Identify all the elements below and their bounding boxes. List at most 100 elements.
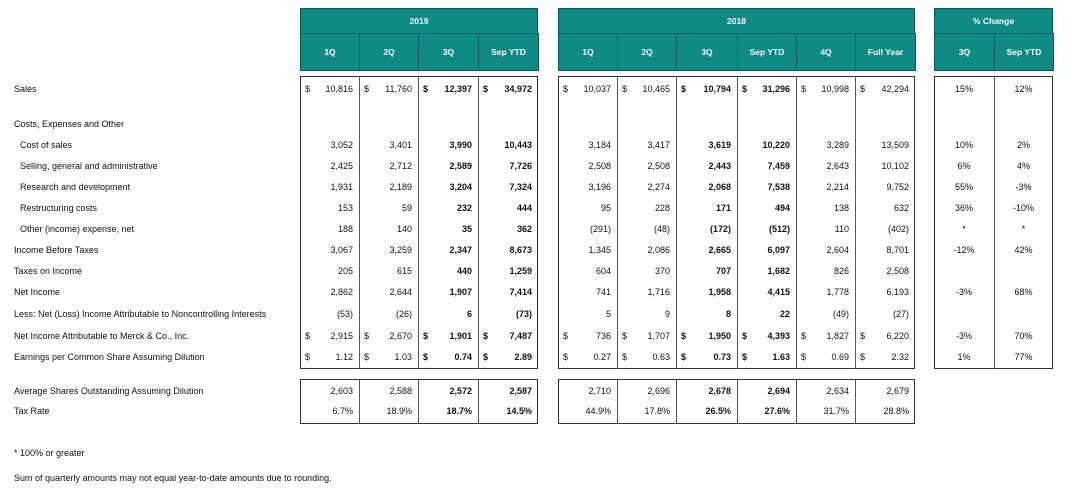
cell-value: 7,324 <box>509 182 532 192</box>
summary-box <box>300 379 538 424</box>
cell-value: 3,196 <box>588 182 611 192</box>
cell-value: 1,907 <box>449 287 472 297</box>
column-divider <box>676 379 677 424</box>
currency-symbol: $ <box>742 331 748 341</box>
cell-value: 0.74 <box>454 352 472 362</box>
cell-value: 17.8% <box>644 406 670 416</box>
cell-value: 2,589 <box>449 161 472 171</box>
cell-value: 615 <box>396 266 412 276</box>
row-label: Cost of sales <box>20 140 73 150</box>
cell-value: 2,862 <box>330 287 353 297</box>
column-divider <box>855 76 856 369</box>
cell-value: 110 <box>834 224 849 234</box>
currency-symbol: $ <box>305 84 311 94</box>
row-label: Tax Rate <box>14 406 50 416</box>
cell-value: 6% <box>957 161 971 171</box>
footnote: Sum of quarterly amounts may not equal y… <box>14 473 332 483</box>
cell-value: 18.7% <box>446 406 472 416</box>
cell-value: 6,220 <box>886 331 909 341</box>
currency-symbol: $ <box>742 352 748 362</box>
cell-value: 2.89 <box>514 352 532 362</box>
cell-value: -3% <box>1015 182 1032 192</box>
currency-symbol: $ <box>305 331 311 341</box>
column-divider <box>418 379 419 424</box>
cell-value: 138 <box>833 203 849 213</box>
cell-value: 7,487 <box>509 331 532 341</box>
cell-value: 8 <box>725 309 731 319</box>
cell-value: 2,274 <box>647 182 670 192</box>
table-box <box>934 76 1053 369</box>
cell-value: 10,465 <box>642 84 670 94</box>
currency-symbol: $ <box>423 331 429 341</box>
cell-value: 2,068 <box>708 182 731 192</box>
column-divider <box>737 379 738 424</box>
cell-value: 34,972 <box>504 84 532 94</box>
column-header: 3Q <box>676 33 738 71</box>
cell-value: 153 <box>337 203 353 213</box>
cell-value: 370 <box>654 266 670 276</box>
cell-value: 1.12 <box>335 352 353 362</box>
currency-symbol: $ <box>364 84 370 94</box>
cell-value: 10,037 <box>583 84 611 94</box>
cell-value: -10% <box>1012 203 1034 213</box>
cell-value: (512) <box>768 224 790 234</box>
cell-value: 12,397 <box>444 84 472 94</box>
cell-value: 7,459 <box>767 161 790 171</box>
cell-value: 10,443 <box>504 140 532 150</box>
currency-symbol: $ <box>364 331 370 341</box>
cell-value: (53) <box>336 309 353 319</box>
cell-value: 6,193 <box>886 287 909 297</box>
table-box <box>300 76 538 369</box>
cell-value: 2,086 <box>647 245 670 255</box>
cell-value: 3,184 <box>588 140 611 150</box>
cell-value: 42,294 <box>881 84 909 94</box>
footnote: * 100% or greater <box>14 448 85 458</box>
currency-symbol: $ <box>860 331 866 341</box>
currency-symbol: $ <box>364 352 370 362</box>
cell-value: 3,417 <box>647 140 670 150</box>
row-label: Net Income <box>14 287 61 297</box>
group-header: 2019 <box>300 8 538 34</box>
column-divider <box>359 379 360 424</box>
cell-value: 6,097 <box>767 245 790 255</box>
row-label: Taxes on Income <box>14 266 83 276</box>
cell-value: 826 <box>833 266 849 276</box>
currency-symbol: $ <box>563 352 569 362</box>
cell-value: -12% <box>953 245 975 255</box>
cell-value: 140 <box>396 224 412 234</box>
cell-value: 2,643 <box>826 161 849 171</box>
cell-value: 3,990 <box>449 140 472 150</box>
cell-value: 11,760 <box>385 84 412 94</box>
cell-value: 736 <box>595 331 611 341</box>
group-header: % Change <box>934 8 1053 34</box>
cell-value: 6 <box>466 309 472 319</box>
column-header: 3Q <box>418 33 479 71</box>
cell-value: 26.5% <box>705 406 731 416</box>
cell-value: 188 <box>337 224 353 234</box>
currency-symbol: $ <box>622 331 628 341</box>
cell-value: 2,678 <box>708 386 731 396</box>
cell-value: 6.7% <box>332 406 353 416</box>
currency-symbol: $ <box>801 331 807 341</box>
cell-value: 2,603 <box>330 386 353 396</box>
cell-value: 205 <box>337 266 353 276</box>
cell-value: 1,716 <box>647 287 670 297</box>
cell-value: 1.03 <box>394 352 412 362</box>
cell-value: 55% <box>954 182 973 192</box>
row-label: Costs, Expenses and Other <box>14 119 125 129</box>
cell-value: 1,345 <box>588 245 611 255</box>
cell-value: 632 <box>893 203 909 213</box>
currency-symbol: $ <box>483 331 489 341</box>
column-divider <box>676 76 677 369</box>
currency-symbol: $ <box>483 352 489 362</box>
cell-value: 3,289 <box>826 140 849 150</box>
cell-value: 59 <box>401 203 412 213</box>
row-label: Sales <box>14 84 37 94</box>
cell-value: 440 <box>456 266 472 276</box>
currency-symbol: $ <box>563 331 569 341</box>
currency-symbol: $ <box>860 84 866 94</box>
cell-value: 44.9% <box>585 406 611 416</box>
currency-symbol: $ <box>423 84 429 94</box>
cell-value: 2,694 <box>767 386 790 396</box>
